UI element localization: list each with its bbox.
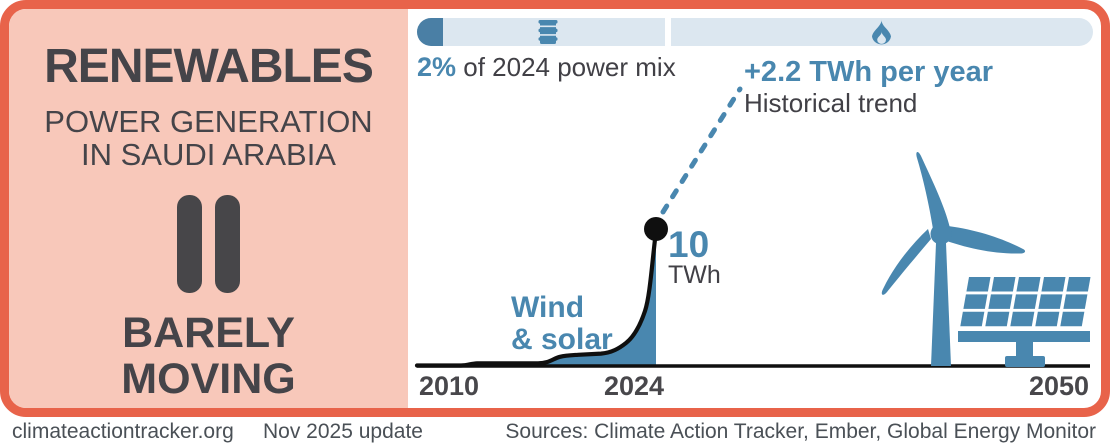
wind-turbine-icon — [881, 152, 1026, 366]
trend-value-label: +2.2 TWh per year — [744, 56, 994, 88]
oil-barrel-icon — [538, 19, 558, 45]
point-unit-label: TWh — [668, 261, 721, 289]
footer-site-link[interactable]: climateactiontracker.org — [12, 420, 234, 443]
power-mix-renewables-fill — [417, 18, 443, 46]
point-value-label: 10 — [668, 224, 710, 265]
solar-panel-icon — [958, 277, 1091, 367]
verdict-line-1: BARELY — [122, 309, 295, 357]
verdict-text: BARELY MOVING — [9, 309, 408, 403]
x-tick-2024: 2024 — [604, 371, 665, 401]
subtitle-line-2: IN SAUDI ARABIA — [81, 137, 336, 173]
footer-update-date: Nov 2025 update — [263, 420, 423, 443]
trend-sublabel: Historical trend — [744, 88, 918, 118]
power-mix-caption-rest: of 2024 power mix — [456, 52, 676, 82]
gas-flame-icon — [871, 19, 892, 45]
page-title: RENEWABLES — [44, 40, 374, 93]
verdict-line-2: MOVING — [121, 354, 296, 403]
footer-sources: Sources: Climate Action Tracker, Ember, … — [505, 420, 1096, 443]
headline-panel: RENEWABLES POWER GENERATION IN SAUDI ARA… — [9, 9, 408, 408]
series-label-line-1: Wind — [511, 291, 585, 324]
area-fill-wind-solar — [476, 231, 656, 366]
power-mix-caption: 2% of 2024 power mix — [417, 52, 676, 83]
projection-dashed-line — [660, 86, 743, 215]
x-tick-2050: 2050 — [1029, 371, 1090, 401]
series-label-line-2: & solar — [511, 322, 613, 356]
x-tick-2010: 2010 — [419, 371, 480, 401]
pause-icon — [9, 195, 408, 293]
pause-bar-right — [215, 195, 240, 293]
series-label-wind-solar: Wind & solar — [511, 292, 613, 355]
data-point-2024 — [644, 217, 668, 241]
history-curve — [414, 228, 659, 368]
power-mix-share-value: 2% — [417, 52, 457, 82]
page-subtitle: POWER GENERATION IN SAUDI ARABIA — [9, 105, 408, 172]
subtitle-line-1: POWER GENERATION — [44, 104, 373, 139]
pause-bar-left — [177, 195, 202, 293]
